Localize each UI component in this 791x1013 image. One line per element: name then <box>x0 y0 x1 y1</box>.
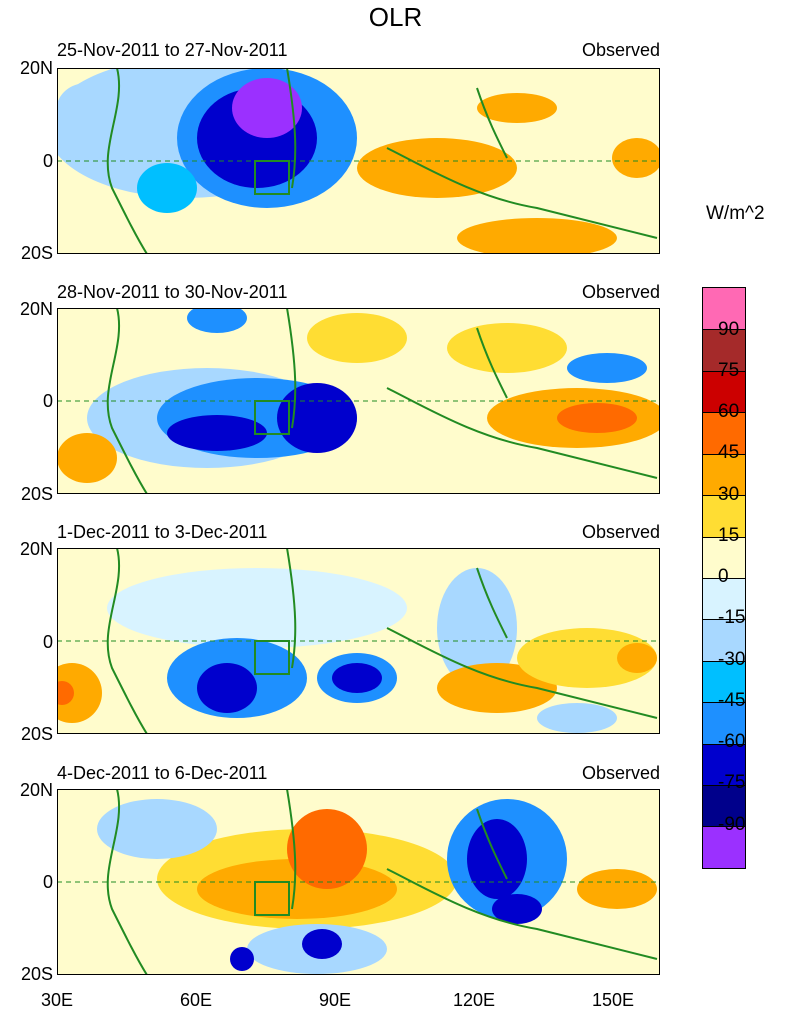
colorbar-swatch <box>703 785 745 827</box>
colorbar <box>702 287 746 869</box>
colorbar-label: 0 <box>718 566 729 587</box>
colorbar-swatch <box>703 329 745 371</box>
lat-label-20s: 20S <box>20 964 53 984</box>
lat-label-0: 0 <box>42 872 53 892</box>
colorbar-swatch <box>703 453 745 496</box>
colorbar-swatch <box>703 619 745 661</box>
lon-label-60e: 60E <box>179 990 213 1010</box>
map-panel-4 <box>57 789 660 975</box>
colorbar-swatch <box>703 743 745 786</box>
colorbar-label: -75 <box>718 772 746 793</box>
panel-1-tag: Observed <box>581 40 660 60</box>
panel-2-date: 28-Nov-2011 to 30-Nov-2011 <box>57 282 288 302</box>
lat-label-0: 0 <box>42 151 53 171</box>
lat-label-20n: 20N <box>19 780 53 800</box>
colorbar-swatch <box>703 577 745 620</box>
lat-label-0: 0 <box>42 632 53 652</box>
map-panel-2 <box>57 308 660 494</box>
lon-label-90e: 90E <box>318 990 352 1010</box>
colorbar-swatch <box>703 288 745 330</box>
lat-label-0: 0 <box>42 391 53 411</box>
panel-1-date: 25-Nov-2011 to 27-Nov-2011 <box>57 40 288 60</box>
colorbar-swatch <box>703 495 745 537</box>
colorbar-swatch <box>703 412 745 454</box>
lat-label-20n: 20N <box>19 299 53 319</box>
colorbar-label: -60 <box>718 731 746 752</box>
lat-label-20n: 20N <box>19 539 53 559</box>
panel-3-date: 1-Dec-2011 to 3-Dec-2011 <box>57 522 268 542</box>
colorbar-swatch <box>703 702 745 744</box>
map-panel-3 <box>57 548 660 734</box>
lon-label-30e: 30E <box>40 990 74 1010</box>
colorbar-swatch <box>703 370 745 413</box>
figure-title: OLR <box>368 2 423 32</box>
lat-label-20s: 20S <box>20 724 53 744</box>
colorbar-label: -45 <box>718 690 746 711</box>
panel-4-date: 4-Dec-2011 to 6-Dec-2011 <box>57 763 268 783</box>
colorbar-label: -15 <box>718 607 746 628</box>
colorbar-label: 60 <box>718 401 740 422</box>
lat-label-20s: 20S <box>20 243 53 263</box>
lon-label-120e: 120E <box>452 990 496 1010</box>
lat-label-20s: 20S <box>20 484 53 504</box>
colorbar-label: 45 <box>718 442 740 463</box>
colorbar-label: 90 <box>718 319 740 340</box>
colorbar-label: 30 <box>718 484 740 505</box>
colorbar-swatch <box>703 536 745 578</box>
units-label: W/m^2 <box>706 203 765 224</box>
panel-2-tag: Observed <box>581 282 660 302</box>
map-panel-1 <box>57 68 660 254</box>
colorbar-label: 15 <box>718 525 740 546</box>
colorbar-swatch <box>703 660 745 703</box>
lat-label-20n: 20N <box>19 58 53 78</box>
panel-4-tag: Observed <box>581 763 660 783</box>
colorbar-label: -30 <box>718 649 746 670</box>
colorbar-label: 75 <box>718 360 740 381</box>
lon-label-150e: 150E <box>591 990 635 1010</box>
colorbar-label: -90 <box>718 814 746 835</box>
panel-3-tag: Observed <box>581 522 660 542</box>
colorbar-swatch <box>703 826 745 868</box>
